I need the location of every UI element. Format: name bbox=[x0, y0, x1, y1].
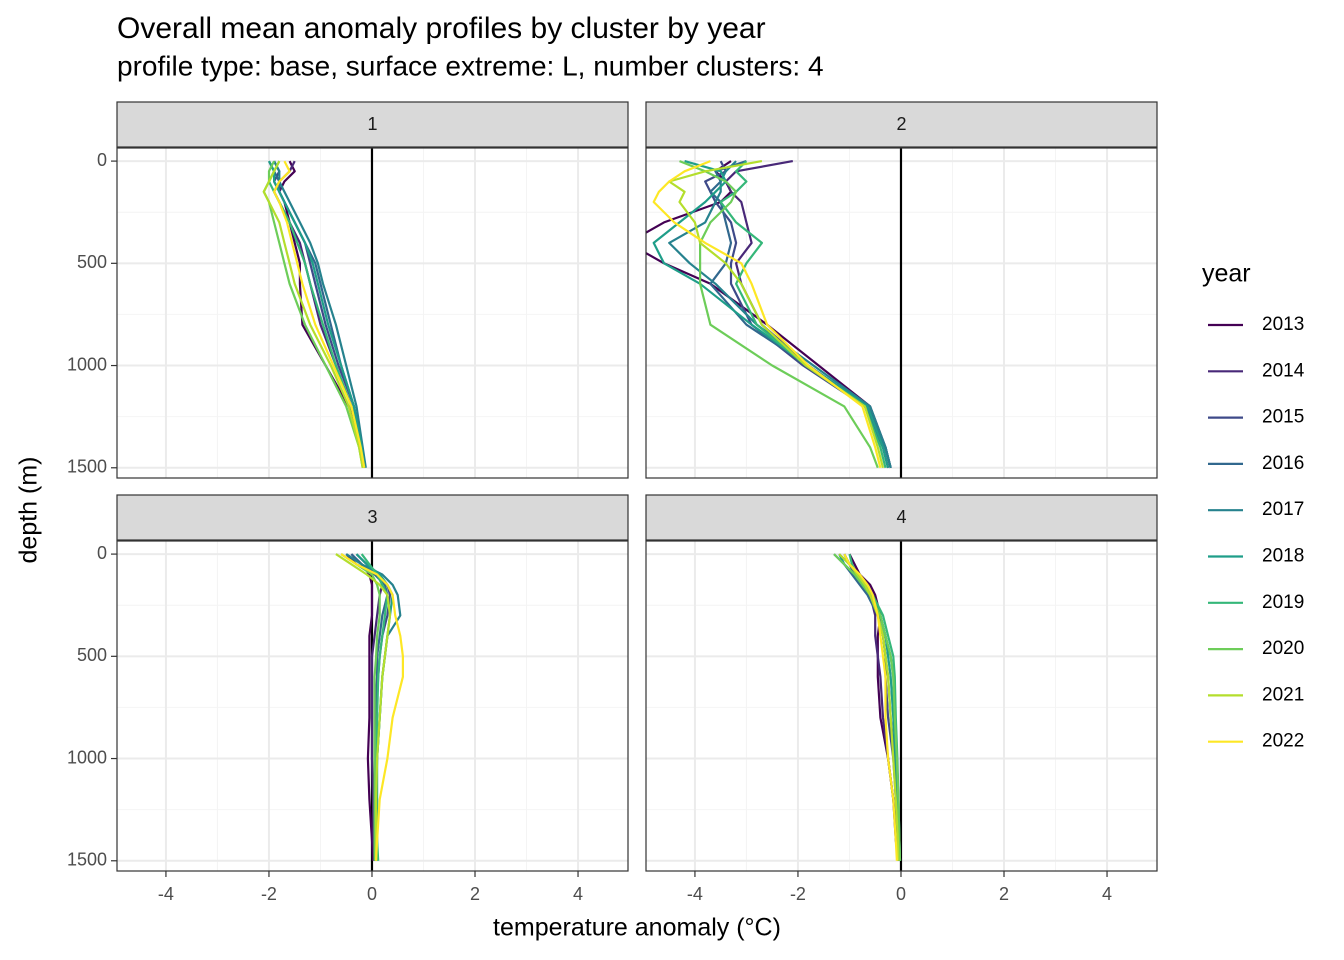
legend-label: 2017 bbox=[1262, 499, 1304, 520]
y-tick-label: 1500 bbox=[67, 457, 107, 477]
profile-line bbox=[340, 553, 381, 861]
profile-line bbox=[652, 160, 882, 469]
chart-title: Overall mean anomaly profiles by cluster… bbox=[117, 12, 766, 45]
profile-line bbox=[273, 160, 367, 468]
legend-label: 2020 bbox=[1262, 638, 1304, 659]
legend-label: 2019 bbox=[1262, 592, 1304, 613]
profile-line bbox=[668, 160, 892, 469]
legend-label: 2015 bbox=[1262, 407, 1304, 428]
x-tick-label: -4 bbox=[158, 884, 174, 904]
profile-line bbox=[268, 160, 366, 468]
lines bbox=[646, 160, 892, 469]
strip-label: 3 bbox=[367, 507, 377, 527]
legend-label: 2013 bbox=[1262, 314, 1304, 335]
strip bbox=[116, 101, 629, 148]
profile-line bbox=[273, 160, 366, 468]
lines bbox=[833, 553, 902, 861]
panel-border bbox=[116, 147, 629, 479]
y-tick-label: 1000 bbox=[67, 747, 107, 767]
profile-line bbox=[340, 553, 404, 861]
x-tick-label: 0 bbox=[367, 884, 377, 904]
x-tick-label: 4 bbox=[1102, 884, 1112, 904]
panel-border bbox=[645, 147, 1158, 479]
legend-label: 2018 bbox=[1262, 546, 1304, 567]
profile-line bbox=[843, 553, 898, 861]
legend-title: year bbox=[1202, 260, 1251, 288]
strip bbox=[645, 494, 1158, 541]
strip-label: 2 bbox=[896, 114, 906, 134]
y-tick-label: 0 bbox=[97, 543, 107, 563]
y-tick-label: 1500 bbox=[67, 850, 107, 870]
y-tick-label: 1000 bbox=[67, 354, 107, 374]
chart-subtitle: profile type: base, surface extreme: L, … bbox=[117, 50, 824, 81]
profile-line bbox=[679, 160, 879, 469]
x-tick-label: 2 bbox=[470, 884, 480, 904]
lines bbox=[335, 553, 404, 861]
x-tick-label: -2 bbox=[261, 884, 277, 904]
lines bbox=[262, 160, 367, 468]
y-tick-label: 500 bbox=[77, 252, 107, 272]
x-tick-label: 0 bbox=[896, 884, 906, 904]
x-axis-label: temperature anomaly (°C) bbox=[493, 914, 781, 942]
x-tick-label: 4 bbox=[573, 884, 583, 904]
y-tick-label: 0 bbox=[97, 150, 107, 170]
profile-line bbox=[335, 553, 392, 861]
strip-label: 4 bbox=[896, 507, 906, 527]
x-tick-label: -2 bbox=[790, 884, 806, 904]
legend-label: 2014 bbox=[1262, 360, 1305, 381]
strip-label: 1 bbox=[367, 114, 377, 134]
y-axis-label: depth (m) bbox=[15, 457, 43, 564]
profile-line bbox=[652, 160, 890, 469]
profile-line bbox=[262, 160, 364, 468]
strip bbox=[645, 101, 1158, 148]
legend-label: 2021 bbox=[1262, 684, 1304, 705]
y-tick-label: 500 bbox=[77, 645, 107, 665]
x-tick-label: -4 bbox=[687, 884, 703, 904]
x-tick-label: 2 bbox=[999, 884, 1009, 904]
profile-line bbox=[838, 553, 900, 861]
profile-line bbox=[833, 553, 902, 861]
strip bbox=[116, 494, 629, 541]
legend-label: 2022 bbox=[1262, 731, 1304, 752]
legend-label: 2016 bbox=[1262, 453, 1304, 474]
